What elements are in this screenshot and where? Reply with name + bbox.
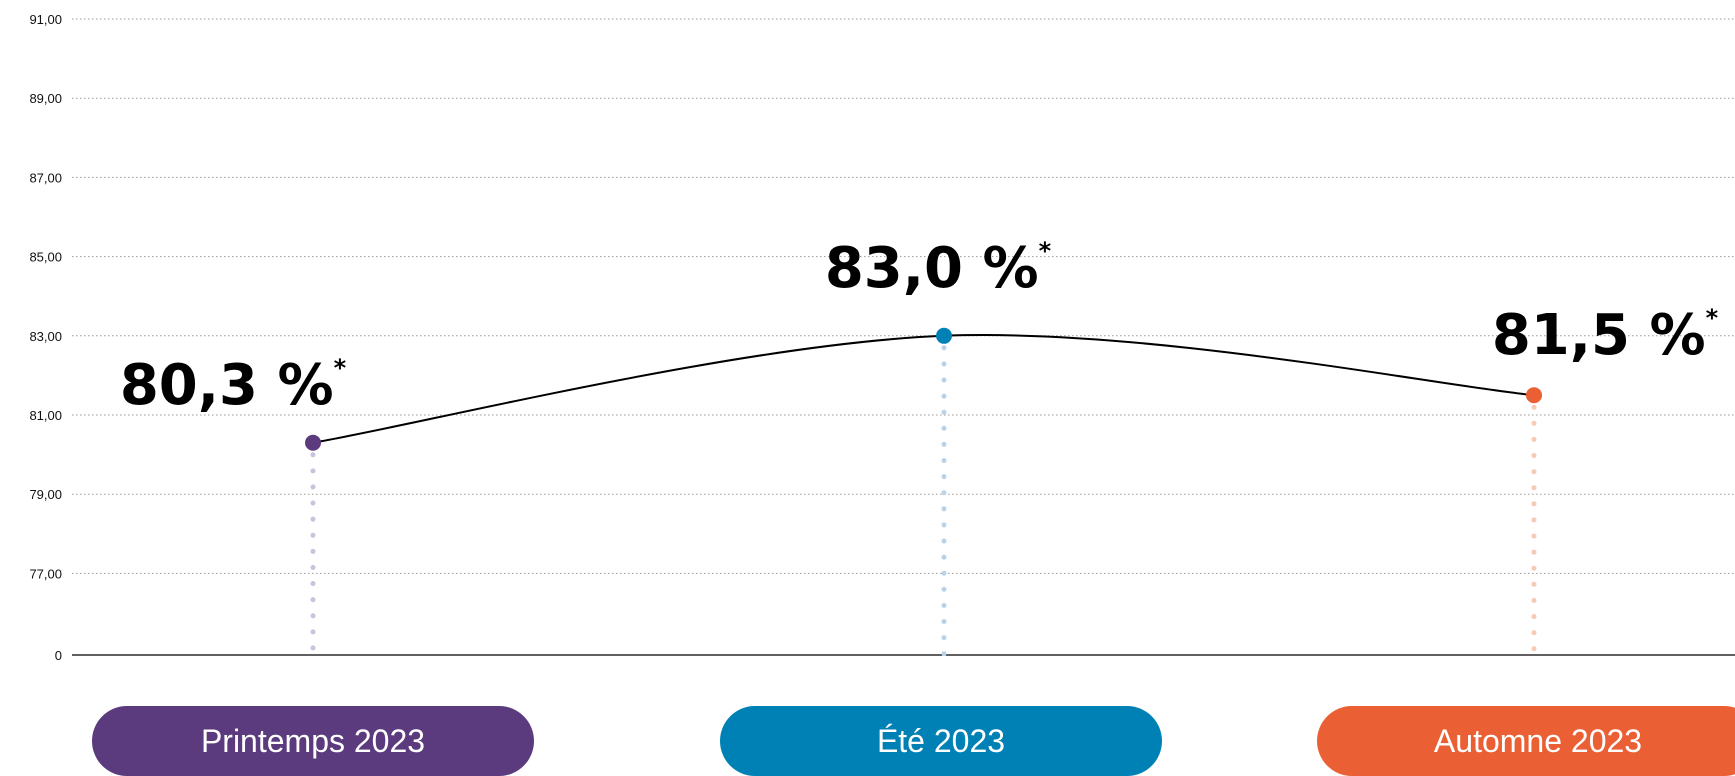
y-tick-label: 79,00 [29, 487, 62, 502]
data-label: 80,3 %* [120, 353, 347, 418]
category-label: Printemps 2023 [92, 706, 534, 776]
data-label-marker: * [334, 354, 347, 382]
y-tick-label: 77,00 [29, 566, 62, 581]
data-label-marker: * [1706, 304, 1719, 332]
y-tick-label: 89,00 [29, 91, 62, 106]
data-label: 83,0 %* [825, 236, 1052, 301]
category-label: Automne 2023 [1317, 706, 1735, 776]
data-point [305, 434, 321, 451]
y-tick-label: 85,00 [29, 250, 62, 265]
data-label: 81,5 %* [1492, 303, 1719, 368]
y-tick-label: 83,00 [29, 329, 62, 344]
category-label: Été 2023 [720, 706, 1162, 776]
series-line [312, 334, 1535, 444]
y-tick-label: 87,00 [29, 170, 62, 185]
data-point [1526, 387, 1542, 404]
grid-lines [72, 18, 1735, 574]
data-points [305, 327, 1542, 451]
point-drop-lines [310, 345, 1537, 658]
y-tick-label: 91,00 [29, 12, 62, 27]
y-tick-label: 0 [55, 648, 62, 663]
y-axis-ticks: 91,00 89,00 87,00 85,00 83,00 81,00 79,00 77,00… [29, 12, 62, 663]
data-labels: 80,3 %* 83,0 %* 81,5 %* [120, 236, 1719, 418]
y-tick-label: 81,00 [29, 408, 62, 423]
data-label-marker: * [1039, 237, 1052, 265]
data-point [936, 327, 952, 344]
